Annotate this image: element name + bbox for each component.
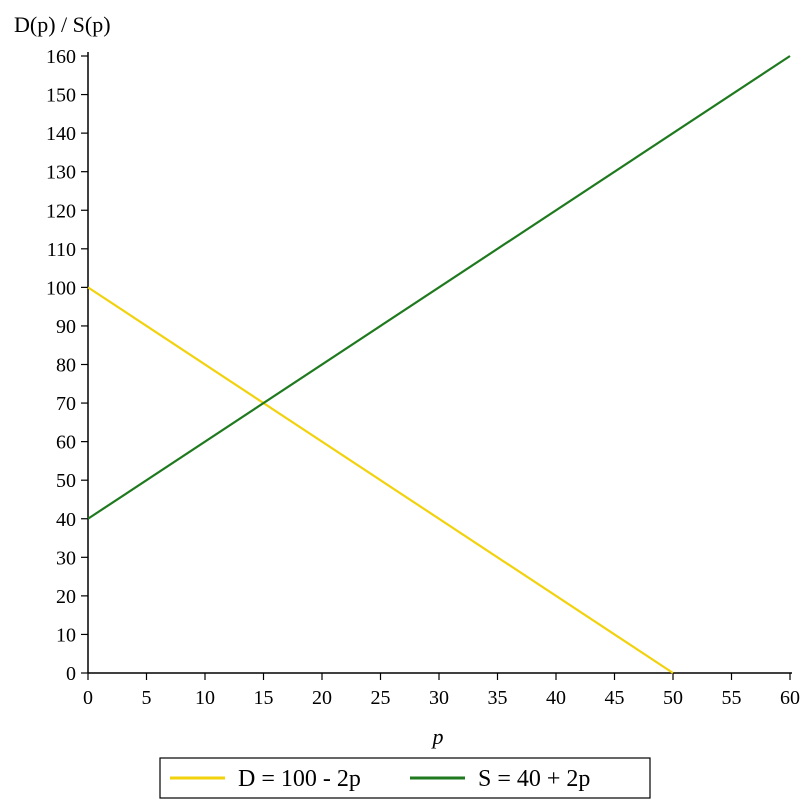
y-tick-label: 110 — [47, 239, 76, 261]
y-tick-label: 140 — [46, 123, 76, 145]
x-axis-title: p — [431, 724, 444, 749]
legend: D = 100 - 2p S = 40 + 2p — [159, 757, 651, 799]
x-tick-label: 40 — [546, 687, 566, 709]
x-tick-label: 15 — [254, 687, 274, 709]
y-tick-label: 150 — [46, 85, 76, 107]
y-tick-label: 70 — [56, 393, 76, 415]
y-tick-label: 30 — [56, 547, 76, 569]
x-tick-label: 55 — [722, 687, 742, 709]
y-tick-label: 0 — [66, 663, 76, 685]
x-tick-label: 25 — [371, 687, 391, 709]
y-axis-title: D(p) / S(p) — [14, 12, 111, 37]
x-tick-label: 60 — [780, 687, 800, 709]
x-tick-label: 10 — [195, 687, 215, 709]
series-layer — [87, 55, 791, 674]
x-tick-label: 20 — [312, 687, 332, 709]
y-tick-label: 90 — [56, 316, 76, 338]
x-tick-label: 35 — [488, 687, 508, 709]
y-tick-label: 100 — [46, 277, 76, 299]
x-tick-label: 45 — [605, 687, 625, 709]
y-tick-label: 20 — [56, 586, 76, 608]
series-line-1 — [87, 55, 791, 520]
y-axis-ticks: 0 10 20 30 40 50 60 70 80 90 100 110 120 130 140 150 160 — [46, 46, 88, 685]
x-axis-ticks: 0 5 10 15 20 25 30 35 40 45 50 55 60 — [83, 673, 800, 709]
x-tick-label: 0 — [83, 687, 93, 709]
y-tick-label: 120 — [46, 200, 76, 222]
legend-label-demand: D = 100 - 2p — [238, 766, 361, 792]
legend-box — [159, 757, 651, 799]
series-line-0 — [87, 286, 674, 674]
x-tick-label: 5 — [142, 687, 152, 709]
legend-label-supply: S = 40 + 2p — [478, 766, 590, 792]
y-tick-label: 40 — [56, 509, 76, 531]
y-tick-label: 10 — [56, 624, 76, 646]
y-tick-label: 50 — [56, 470, 76, 492]
y-tick-label: 130 — [46, 162, 76, 184]
y-tick-label: 60 — [56, 432, 76, 454]
y-tick-label: 80 — [56, 355, 76, 377]
y-tick-label: 160 — [46, 46, 76, 68]
x-tick-label: 30 — [429, 687, 449, 709]
x-tick-label: 50 — [663, 687, 683, 709]
